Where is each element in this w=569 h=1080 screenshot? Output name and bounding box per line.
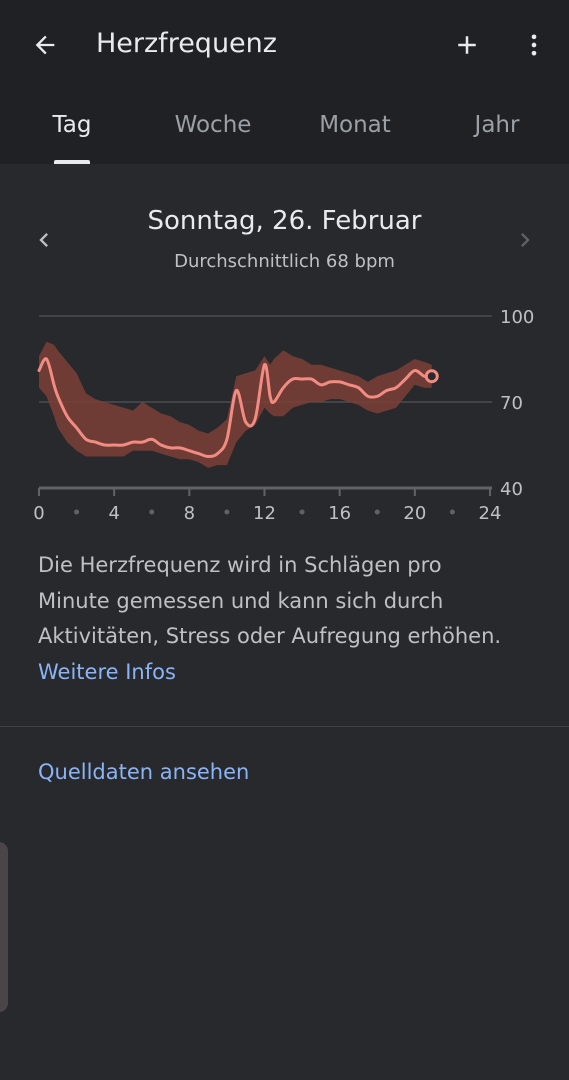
x-minor-dot (299, 509, 305, 515)
y-tick-label: 100 (500, 307, 534, 328)
x-tick-label: 12 (253, 503, 276, 524)
period-tabs: Tag Woche Monat Jahr (0, 90, 569, 164)
back-button[interactable] (22, 22, 68, 68)
tab-month[interactable]: Monat (319, 112, 391, 138)
plus-icon (458, 36, 476, 54)
description: Die Herzfrequenz wird in Schlägen pro Mi… (38, 548, 508, 690)
chevron-left-icon (39, 233, 48, 247)
y-tick-label: 70 (500, 393, 523, 414)
y-tick-label: 40 (500, 479, 523, 500)
x-minor-dot (374, 509, 380, 515)
x-tick-label: 24 (479, 503, 502, 524)
view-source-data-link[interactable]: Quelldaten ansehen (38, 760, 250, 784)
tab-indicator (54, 160, 90, 164)
x-tick-label: 8 (184, 503, 195, 524)
average-heart-rate-line (37, 357, 434, 458)
arrow-left-icon (35, 35, 55, 55)
add-button[interactable] (444, 22, 490, 68)
previous-day-button[interactable] (30, 224, 58, 260)
tab-day[interactable]: Tag (52, 112, 92, 138)
average-bpm: Durchschnittlich 68 bpm (174, 251, 395, 272)
app-bar: Herzfrequenz (0, 0, 569, 90)
page-title: Herzfrequenz (96, 28, 277, 59)
x-minor-dot (449, 509, 455, 515)
description-text: Die Herzfrequenz wird in Schlägen pro Mi… (38, 553, 502, 648)
tab-year[interactable]: Jahr (474, 112, 520, 138)
x-minor-dot (74, 509, 80, 515)
chevron-right-icon (521, 233, 530, 247)
x-tick-label: 16 (328, 503, 351, 524)
more-info-link[interactable]: Weitere Infos (38, 659, 176, 684)
x-minor-dot (224, 509, 230, 515)
date-title: Sonntag, 26. Februar (147, 206, 422, 236)
latest-point-marker (424, 369, 439, 384)
x-tick-label: 4 (108, 503, 119, 524)
next-day-button[interactable] (511, 224, 539, 260)
range-band (39, 341, 432, 468)
edge-scroll-handle[interactable] (0, 842, 8, 1012)
more-vert-icon (531, 34, 537, 56)
heart-rate-chart: 100 70 40 0 4 8 12 16 20 24 (33, 307, 534, 524)
x-tick-label: 0 (33, 503, 44, 524)
more-options-button[interactable] (512, 22, 556, 68)
x-minor-dot (149, 509, 155, 515)
divider (0, 726, 569, 727)
x-tick-label: 20 (403, 503, 426, 524)
tab-week[interactable]: Woche (174, 112, 252, 138)
